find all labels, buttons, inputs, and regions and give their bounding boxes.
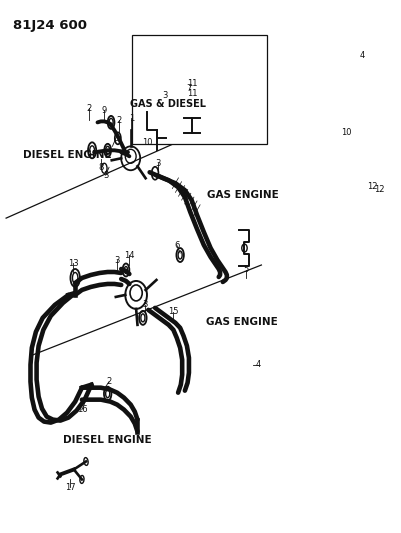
Text: GAS ENGINE: GAS ENGINE [207, 190, 279, 200]
Text: 4: 4 [255, 360, 261, 369]
Text: 16: 16 [77, 405, 87, 414]
Text: 14: 14 [124, 251, 135, 260]
Text: 10: 10 [341, 128, 351, 138]
Text: 3: 3 [103, 171, 108, 180]
Text: 11: 11 [187, 88, 197, 98]
Text: 9: 9 [102, 106, 107, 115]
Text: 2: 2 [117, 116, 122, 125]
Text: 3: 3 [142, 301, 148, 309]
Text: 13: 13 [68, 259, 79, 268]
Text: 3: 3 [114, 255, 120, 264]
Text: 2: 2 [106, 377, 111, 386]
Text: 15: 15 [168, 308, 178, 317]
Text: 2: 2 [86, 104, 91, 113]
Text: 81J24 600: 81J24 600 [13, 19, 87, 31]
Text: 10: 10 [142, 139, 152, 148]
Text: 5: 5 [244, 265, 249, 274]
Text: 1: 1 [129, 114, 134, 123]
Text: DIESEL ENGINE: DIESEL ENGINE [23, 150, 111, 160]
Text: 11: 11 [187, 79, 197, 87]
Text: 17: 17 [65, 483, 76, 492]
Text: 6: 6 [174, 240, 179, 249]
Text: 7: 7 [186, 84, 192, 93]
Text: 12: 12 [374, 185, 385, 195]
Text: 12: 12 [368, 182, 378, 191]
Bar [132, 35, 267, 144]
Text: 3: 3 [162, 91, 167, 100]
Text: GAS ENGINE: GAS ENGINE [206, 317, 277, 327]
Text: 8: 8 [98, 163, 103, 172]
Text: 3: 3 [155, 159, 160, 168]
Text: 4: 4 [360, 51, 365, 60]
Text: GAS & DIESEL: GAS & DIESEL [130, 99, 206, 109]
Text: 3: 3 [113, 134, 119, 143]
Text: DIESEL ENGINE: DIESEL ENGINE [63, 434, 152, 445]
